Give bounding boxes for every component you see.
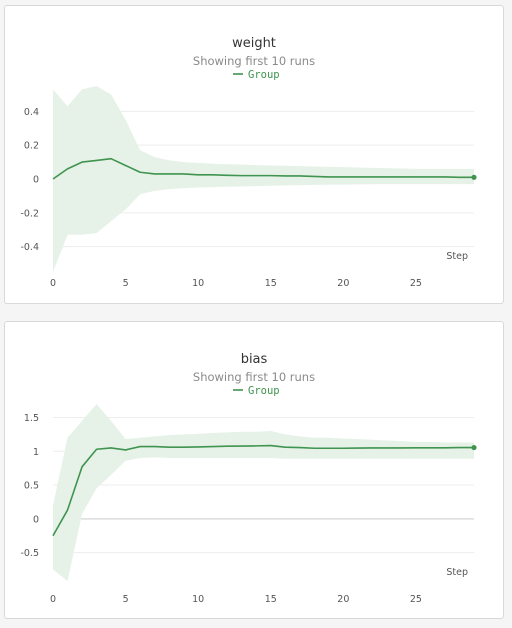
x-tick-labels: 0 5 10 15 20 25 (50, 594, 422, 605)
chart-subtitle: Showing first 10 runs (193, 54, 315, 68)
x-tick-label: 15 (265, 278, 277, 289)
x-tick-label: 5 (123, 594, 129, 605)
x-tick-label: 20 (337, 278, 349, 289)
series-line[interactable] (52, 444, 477, 537)
chart-title: weight (232, 36, 276, 51)
legend-label[interactable]: Group (248, 69, 280, 81)
x-tick-label: 15 (265, 594, 277, 605)
group-series-line[interactable] (52, 157, 474, 180)
x-tick-label: 0 (50, 594, 56, 605)
y-tick-label: -0.4 (20, 242, 39, 253)
x-tick-label: 25 (410, 594, 422, 605)
y-tick-label: 0 (33, 514, 39, 525)
x-axis-title: Step (446, 251, 468, 262)
y-tick-label: 0 (33, 175, 39, 186)
y-tick-labels: 1.5 1 0.5 0 -0.5 (20, 413, 39, 559)
weight-chart-panel: weight Showing first 10 runs Group Step … (4, 5, 504, 304)
x-tick-label: 5 (123, 278, 129, 289)
x-axis-title: Step (446, 567, 468, 578)
y-tick-labels: 0.4 0.2 0 -0.2 -0.4 (20, 107, 39, 253)
range-band (53, 404, 474, 581)
weight-chart: weight Showing first 10 runs Group Step … (20, 36, 477, 289)
y-tick-label: -0.5 (20, 548, 39, 559)
y-tick-label: 0.5 (24, 481, 39, 492)
y-tick-label: 0.2 (24, 141, 39, 152)
x-tick-label: 25 (410, 278, 422, 289)
legend-label[interactable]: Group (248, 385, 280, 397)
chart-title: bias (241, 352, 268, 367)
bias-chart-panel: bias Showing first 10 runs Group Step 1.… (4, 321, 504, 619)
group-series-line[interactable] (52, 444, 474, 537)
x-tick-labels: 0 5 10 15 20 25 (50, 278, 422, 289)
range-band (53, 86, 474, 272)
chart-subtitle: Showing first 10 runs (193, 370, 315, 384)
x-tick-label: 10 (192, 278, 204, 289)
min-max-band (53, 86, 474, 272)
last-point-marker[interactable] (471, 174, 477, 180)
y-tick-label: -0.2 (20, 208, 39, 219)
series-line[interactable] (52, 157, 477, 180)
y-tick-label: 1 (33, 447, 39, 458)
last-point-marker[interactable] (471, 444, 477, 451)
x-tick-label: 20 (337, 594, 349, 605)
min-max-band (53, 404, 474, 581)
x-tick-label: 0 (50, 278, 56, 289)
y-tick-label: 1.5 (24, 413, 39, 424)
bias-chart: bias Showing first 10 runs Group Step 1.… (20, 352, 477, 605)
x-tick-label: 10 (192, 594, 204, 605)
y-tick-label: 0.4 (24, 107, 39, 118)
